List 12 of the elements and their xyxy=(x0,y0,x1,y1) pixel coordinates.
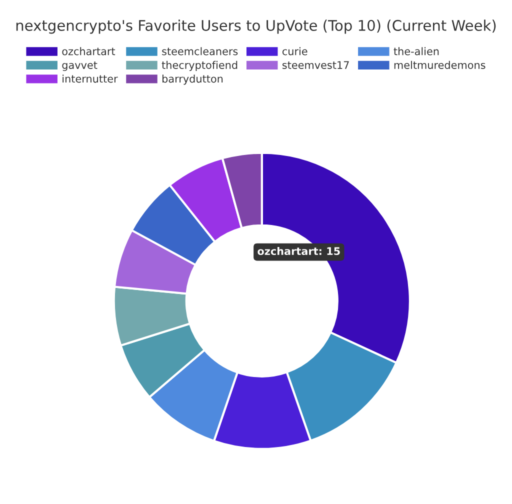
legend-label: meltmuredemons xyxy=(394,60,486,69)
text: ozchartart: 15 xyxy=(258,246,340,256)
chart-title: nextgencrypto's Favorite Users to UpVote (Top 10) (Current Week) xyxy=(16,20,496,34)
legend-label: the-alien xyxy=(394,47,439,56)
legend-label: steemvest17 xyxy=(282,61,349,69)
legend-label: gavvet xyxy=(62,62,98,71)
legend-label: ozchartart xyxy=(62,47,116,56)
legend-label: barrydutton xyxy=(162,74,223,85)
legend-label: thecryptofiend xyxy=(162,60,238,71)
legend-label: curie xyxy=(282,47,308,56)
legend-label: steemcleaners xyxy=(162,47,238,56)
legend-label: internutter xyxy=(62,74,118,83)
